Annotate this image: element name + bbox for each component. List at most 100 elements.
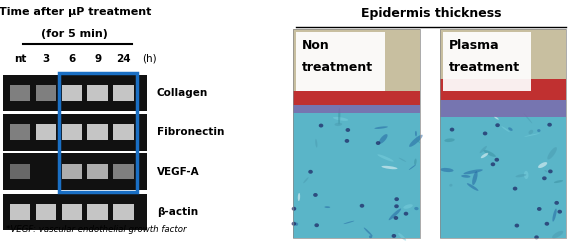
Bar (113, 85, 134, 101)
Ellipse shape (295, 222, 298, 226)
Ellipse shape (472, 171, 478, 185)
Circle shape (515, 224, 519, 228)
Ellipse shape (516, 174, 526, 177)
Ellipse shape (461, 175, 470, 178)
Circle shape (490, 162, 495, 166)
Ellipse shape (415, 131, 417, 136)
Ellipse shape (538, 162, 547, 168)
Circle shape (292, 222, 296, 226)
Ellipse shape (343, 221, 354, 224)
Bar (62, 204, 82, 220)
Circle shape (376, 141, 381, 145)
Ellipse shape (480, 146, 487, 153)
Bar (293, 91, 420, 105)
Circle shape (542, 176, 547, 180)
Ellipse shape (399, 158, 406, 162)
Ellipse shape (414, 207, 419, 210)
Bar (87, 85, 108, 101)
Ellipse shape (547, 147, 557, 159)
Ellipse shape (409, 135, 423, 147)
Circle shape (495, 123, 500, 127)
Ellipse shape (338, 108, 340, 124)
Bar (113, 204, 134, 220)
Circle shape (319, 123, 323, 127)
Circle shape (392, 234, 396, 238)
Ellipse shape (409, 165, 416, 170)
Circle shape (308, 170, 313, 174)
Circle shape (494, 158, 499, 162)
Circle shape (554, 201, 559, 205)
Circle shape (346, 128, 350, 132)
Bar (440, 29, 566, 238)
Bar (440, 79, 566, 100)
Bar (113, 164, 134, 179)
Text: *VEGF: vascular endothelial growth factor: *VEGF: vascular endothelial growth facto… (6, 225, 186, 234)
Ellipse shape (303, 177, 309, 183)
Ellipse shape (449, 184, 453, 187)
Circle shape (394, 216, 398, 220)
Ellipse shape (484, 150, 496, 157)
Text: Plasma: Plasma (448, 39, 499, 52)
Bar (62, 85, 82, 101)
Ellipse shape (333, 117, 348, 121)
Bar (62, 164, 82, 179)
Circle shape (344, 139, 349, 143)
Text: Collagen: Collagen (156, 88, 208, 98)
Text: treatment: treatment (448, 61, 520, 74)
Text: (h): (h) (142, 54, 157, 64)
Ellipse shape (554, 180, 563, 183)
Bar (440, 29, 566, 238)
Bar (440, 100, 566, 117)
Ellipse shape (537, 129, 540, 132)
Ellipse shape (444, 138, 455, 142)
Ellipse shape (553, 208, 557, 222)
Text: 3: 3 (43, 54, 49, 64)
Bar (87, 124, 108, 140)
Bar (293, 88, 420, 238)
Bar (36, 124, 56, 140)
Bar (113, 124, 134, 140)
Ellipse shape (481, 153, 488, 158)
Ellipse shape (379, 134, 388, 144)
Ellipse shape (364, 228, 373, 236)
Ellipse shape (377, 154, 394, 162)
Ellipse shape (369, 235, 372, 238)
Ellipse shape (324, 206, 330, 208)
Ellipse shape (315, 139, 317, 147)
Ellipse shape (398, 233, 406, 241)
Circle shape (513, 187, 518, 191)
Bar (293, 29, 420, 91)
Ellipse shape (494, 116, 499, 120)
Bar (59, 73, 137, 192)
Circle shape (557, 210, 562, 214)
Circle shape (483, 132, 488, 135)
Text: 6: 6 (68, 54, 75, 64)
Bar (443, 32, 531, 91)
Ellipse shape (381, 166, 397, 169)
Bar (293, 29, 420, 238)
Ellipse shape (552, 231, 564, 238)
Circle shape (360, 204, 365, 208)
Bar (296, 32, 385, 91)
Ellipse shape (298, 193, 300, 201)
Ellipse shape (389, 208, 401, 220)
Bar (36, 204, 56, 220)
Text: Time after μP treatment: Time after μP treatment (0, 7, 151, 17)
Bar (87, 164, 108, 179)
Circle shape (537, 207, 542, 211)
Ellipse shape (524, 113, 532, 123)
Bar (440, 92, 566, 238)
Bar (3, 114, 147, 151)
Bar (36, 85, 56, 101)
Ellipse shape (508, 127, 513, 131)
Circle shape (547, 123, 552, 127)
Circle shape (548, 170, 553, 173)
Circle shape (534, 235, 539, 239)
Text: (for 5 min): (for 5 min) (41, 29, 108, 39)
Bar (62, 124, 82, 140)
Ellipse shape (440, 168, 454, 172)
Bar (3, 75, 147, 111)
Circle shape (313, 193, 318, 197)
Circle shape (315, 223, 319, 227)
Ellipse shape (467, 183, 478, 191)
